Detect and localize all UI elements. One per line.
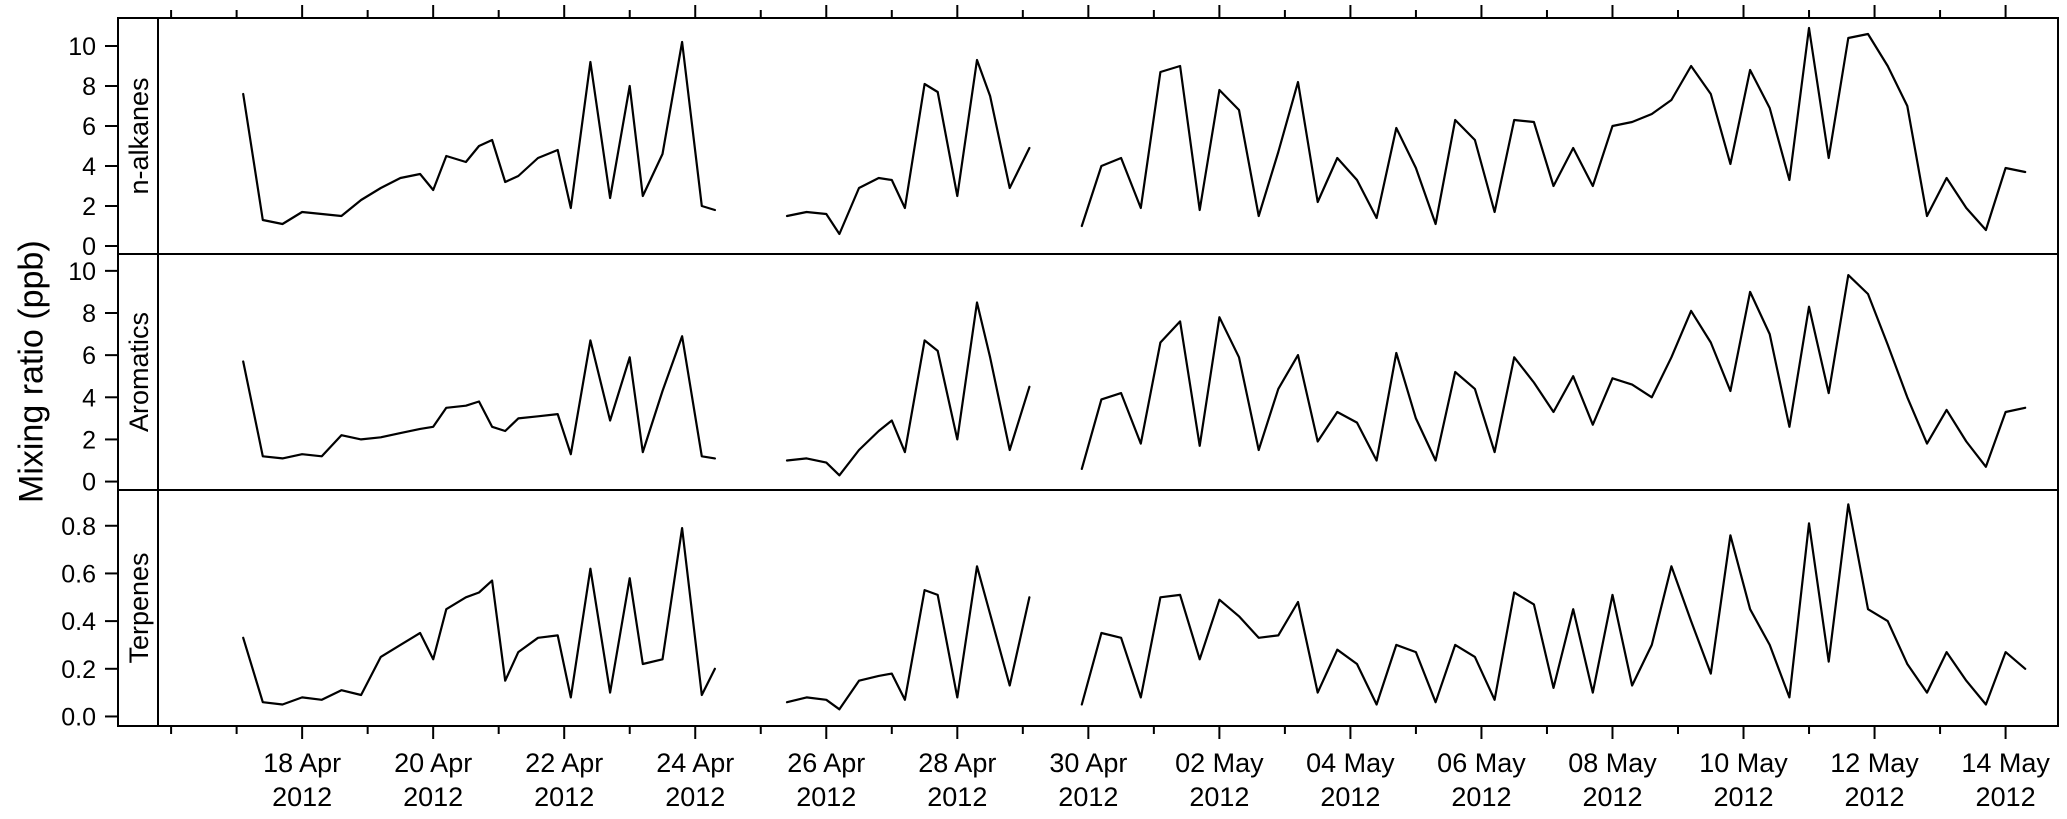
x-tick-label-year: 2012 — [272, 782, 332, 812]
x-tick-label-date: 22 Apr — [525, 748, 603, 778]
y-tick-label: 6 — [82, 342, 96, 370]
x-tick-label-year: 2012 — [1976, 782, 2036, 812]
x-tick-label-date: 14 May — [1961, 748, 2050, 778]
x-tick-label-year: 2012 — [1320, 782, 1380, 812]
series-line-aromatics-segment-2 — [785, 301, 1031, 477]
y-tick-label: 0.6 — [61, 560, 96, 588]
y-tick-label: 10 — [68, 258, 96, 286]
x-tick-label-date: 28 Apr — [918, 748, 996, 778]
x-tick-label-year: 2012 — [1845, 782, 1905, 812]
y-tick-label: 8 — [82, 300, 96, 328]
y-tick-label: 10 — [68, 33, 96, 61]
y-tick-label: 0.8 — [61, 513, 96, 541]
y-tick-label: 0.4 — [61, 608, 96, 636]
series-line-aromatics-segment-1 — [242, 335, 717, 460]
panel-strip-label: n-alkanes — [124, 77, 154, 194]
y-tick-label: 4 — [82, 153, 96, 181]
series-line-n-alkanes-segment-1 — [242, 40, 717, 226]
x-tick-label-date: 04 May — [1306, 748, 1395, 778]
panel-border — [117, 489, 2059, 727]
x-tick-label-date: 24 Apr — [656, 748, 734, 778]
x-tick-label-year: 2012 — [1189, 782, 1249, 812]
y-tick-label: 4 — [82, 384, 96, 412]
y-tick-label: 2 — [82, 426, 96, 454]
panel-strip-label: Terpenes — [124, 552, 154, 663]
x-tick-label-date: 20 Apr — [394, 748, 472, 778]
x-tick-label-year: 2012 — [796, 782, 856, 812]
x-tick-label-year: 2012 — [665, 782, 725, 812]
y-tick-label: 0 — [82, 469, 96, 497]
x-tick-label-date: 10 May — [1699, 748, 1788, 778]
series-line-terpenes-segment-3 — [1080, 503, 2027, 706]
x-tick-label-year: 2012 — [1058, 782, 1118, 812]
x-tick-label-date: 12 May — [1830, 748, 1919, 778]
x-tick-label-date: 08 May — [1568, 748, 1657, 778]
panel-border — [117, 17, 2059, 255]
panel-strip-label: Aromatics — [124, 312, 154, 432]
y-tick-label: 8 — [82, 73, 96, 101]
y-tick-label: 0.2 — [61, 656, 96, 684]
x-tick-label-date: 02 May — [1175, 748, 1264, 778]
x-tick-label-date: 26 Apr — [787, 748, 865, 778]
series-line-n-alkanes-segment-3 — [1080, 26, 2027, 232]
y-tick-label: 6 — [82, 113, 96, 141]
y-tick-label: 0 — [82, 233, 96, 261]
series-line-aromatics-segment-3 — [1080, 274, 2027, 470]
x-tick-label-date: 18 Apr — [263, 748, 341, 778]
series-line-n-alkanes-segment-2 — [785, 58, 1031, 236]
x-tick-label-year: 2012 — [927, 782, 987, 812]
y-tick-label: 2 — [82, 193, 96, 221]
x-tick-label-year: 2012 — [1451, 782, 1511, 812]
x-tick-label-year: 2012 — [1713, 782, 1773, 812]
y-tick-label: 0.0 — [61, 703, 96, 731]
y-axis-title: Mixing ratio (ppb) — [12, 240, 51, 504]
series-line-terpenes-segment-2 — [785, 565, 1031, 711]
series-line-terpenes-segment-1 — [242, 526, 717, 706]
x-tick-label-date: 06 May — [1437, 748, 1526, 778]
x-tick-label-year: 2012 — [1582, 782, 1642, 812]
panel-border — [117, 253, 2059, 491]
x-tick-label-date: 30 Apr — [1049, 748, 1127, 778]
x-tick-label-year: 2012 — [534, 782, 594, 812]
x-tick-label-year: 2012 — [403, 782, 463, 812]
